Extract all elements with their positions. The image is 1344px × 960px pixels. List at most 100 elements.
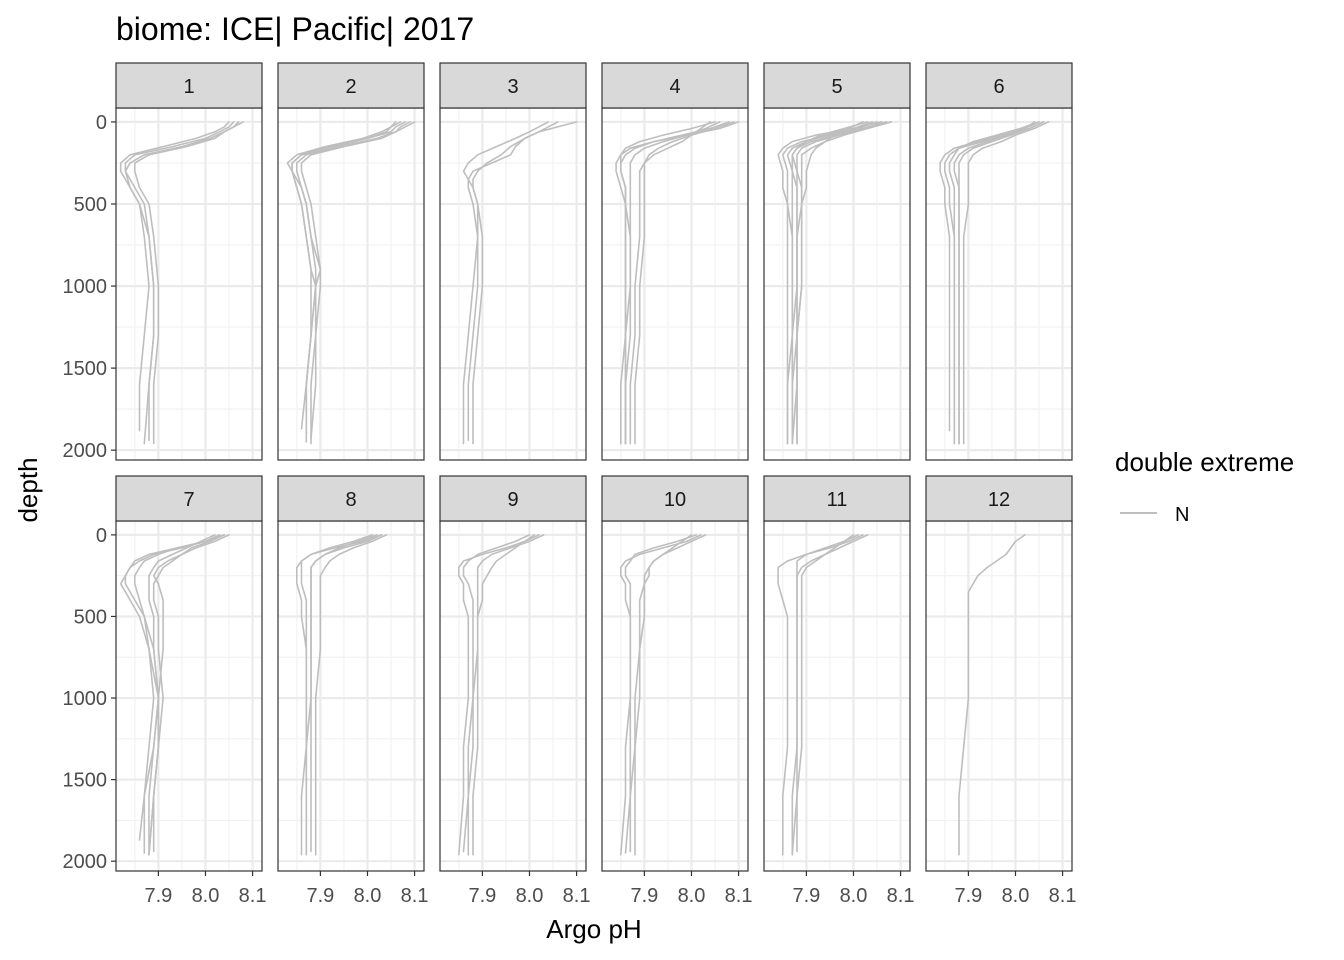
panel-background bbox=[440, 521, 586, 871]
panel-background bbox=[440, 108, 586, 460]
facet-panel-12: 12 7.9 8.0 8.1 bbox=[925, 475, 1077, 907]
profile-line-10-4 bbox=[624, 534, 698, 854]
profile-line-1-3 bbox=[119, 121, 230, 442]
facet-panel-6: 6 bbox=[925, 62, 1073, 461]
y-tick-label: 500 bbox=[74, 194, 107, 216]
profile-line-6-6 bbox=[953, 121, 1045, 445]
facet-strip bbox=[925, 62, 1073, 109]
profile-line-12-1 bbox=[958, 534, 1026, 856]
profile-line-4-4 bbox=[629, 121, 712, 445]
facet-strip bbox=[277, 475, 425, 522]
profile-line-9-3 bbox=[472, 534, 536, 856]
y-tick-label: 1500 bbox=[63, 770, 108, 792]
profile-line-10-3 bbox=[634, 534, 707, 856]
profile-line-8-5 bbox=[310, 534, 383, 853]
panel-background bbox=[764, 521, 910, 871]
profile-line-2-3 bbox=[286, 121, 402, 443]
x-axis-title: Argo pH bbox=[546, 914, 641, 944]
facet-strip bbox=[925, 475, 1073, 522]
x-tick-label: 8.1 bbox=[401, 885, 429, 907]
y-tick-label: 0 bbox=[96, 112, 107, 134]
facet-panel-2: 2 bbox=[277, 62, 425, 461]
facet-panel-9: 9 7.9 8.0 8.1 bbox=[439, 475, 591, 907]
facet-strip-label: 8 bbox=[345, 489, 356, 511]
panel-background bbox=[602, 108, 748, 460]
profile-line-2-5 bbox=[291, 121, 397, 435]
facet-strip-label: 2 bbox=[345, 76, 356, 98]
panel-background bbox=[116, 521, 262, 871]
chart-title: biome: ICE| Pacific| 2017 bbox=[116, 11, 474, 47]
facet-panel-7: 7 0 500 1000 1500 2000 7.9 8.0 8.1 bbox=[63, 475, 267, 907]
facet-strip-label: 5 bbox=[831, 76, 842, 98]
facet-strip bbox=[601, 62, 749, 109]
facet-strip bbox=[115, 475, 263, 522]
x-tick-label: 8.1 bbox=[887, 885, 915, 907]
facet-strip-label: 9 bbox=[507, 489, 518, 511]
panel-background bbox=[764, 108, 910, 460]
profile-line-3-3 bbox=[467, 121, 559, 442]
x-tick-label: 7.9 bbox=[468, 885, 496, 907]
profile-line-9-4 bbox=[467, 534, 545, 856]
facet-strip bbox=[763, 62, 911, 109]
x-tick-label: 8.1 bbox=[563, 885, 591, 907]
panel-background bbox=[116, 108, 262, 460]
panel-background bbox=[278, 521, 424, 871]
x-tick-label: 8.1 bbox=[725, 885, 753, 907]
profile-line-7-3 bbox=[148, 534, 216, 856]
legend: double extreme N bbox=[1115, 447, 1294, 526]
x-tick-label: 8.0 bbox=[516, 885, 544, 907]
y-tick-label: 2000 bbox=[63, 440, 108, 462]
profile-line-5-4 bbox=[791, 121, 888, 445]
facet-strip-label: 10 bbox=[664, 489, 686, 511]
profile-line-11-4 bbox=[791, 534, 869, 856]
x-tick-label: 7.9 bbox=[792, 885, 820, 907]
x-tick-label: 7.9 bbox=[630, 885, 658, 907]
x-tick-label: 7.9 bbox=[954, 885, 982, 907]
facet-strip bbox=[439, 62, 587, 109]
profile-line-9-2 bbox=[462, 534, 531, 853]
facet-strip-label: 1 bbox=[183, 76, 194, 98]
profile-line-11-1 bbox=[777, 534, 864, 856]
x-tick-label: 8.1 bbox=[239, 885, 267, 907]
facet-panel-10: 10 7.9 8.0 8.1 bbox=[601, 475, 753, 907]
profile-line-8-4 bbox=[300, 534, 374, 854]
profile-line-7-4 bbox=[152, 534, 226, 853]
profile-line-6-4 bbox=[962, 121, 1050, 445]
facet-panel-1: 1 0 500 1000 1500 2000 bbox=[63, 62, 263, 462]
x-tick-label: 8.0 bbox=[192, 885, 220, 907]
facet-strip bbox=[277, 62, 425, 109]
y-tick-label: 1500 bbox=[63, 358, 108, 380]
profile-line-5-2 bbox=[777, 121, 883, 445]
facet-panel-11: 11 7.9 8.0 8.1 bbox=[763, 475, 915, 907]
facet-panel-8: 8 7.9 8.0 8.1 bbox=[277, 475, 429, 907]
profile-line-2-4 bbox=[300, 121, 416, 440]
y-axis-title: depth bbox=[13, 457, 43, 522]
profile-line-8-3 bbox=[314, 534, 388, 856]
profile-line-4-3 bbox=[624, 121, 721, 445]
facet-strip bbox=[763, 475, 911, 522]
profile-line-9-1 bbox=[457, 534, 540, 856]
facet-strip bbox=[115, 62, 263, 109]
x-tick-label: 7.9 bbox=[306, 885, 334, 907]
x-tick-label: 8.1 bbox=[1049, 885, 1077, 907]
y-tick-label: 1000 bbox=[63, 276, 108, 298]
y-tick-label: 2000 bbox=[63, 851, 108, 873]
y-tick-label: 1000 bbox=[63, 688, 108, 710]
x-tick-label: 8.0 bbox=[678, 885, 706, 907]
x-tick-label: 8.0 bbox=[1002, 885, 1030, 907]
profile-line-2-2 bbox=[295, 121, 411, 445]
profile-line-7-5 bbox=[148, 534, 230, 856]
profile-line-6-5 bbox=[948, 121, 1040, 442]
facet-panel-5: 5 bbox=[763, 62, 911, 461]
panel-background bbox=[602, 521, 748, 871]
facet-strip-label: 3 bbox=[507, 76, 518, 98]
profile-line-10-1 bbox=[619, 534, 702, 856]
profile-line-11-2 bbox=[796, 534, 855, 853]
profile-line-4-5 bbox=[634, 121, 735, 445]
facet-strip-label: 12 bbox=[988, 489, 1010, 511]
y-tick-label: 0 bbox=[96, 525, 107, 547]
profile-line-7-6 bbox=[134, 534, 221, 854]
panel-background bbox=[926, 108, 1072, 460]
